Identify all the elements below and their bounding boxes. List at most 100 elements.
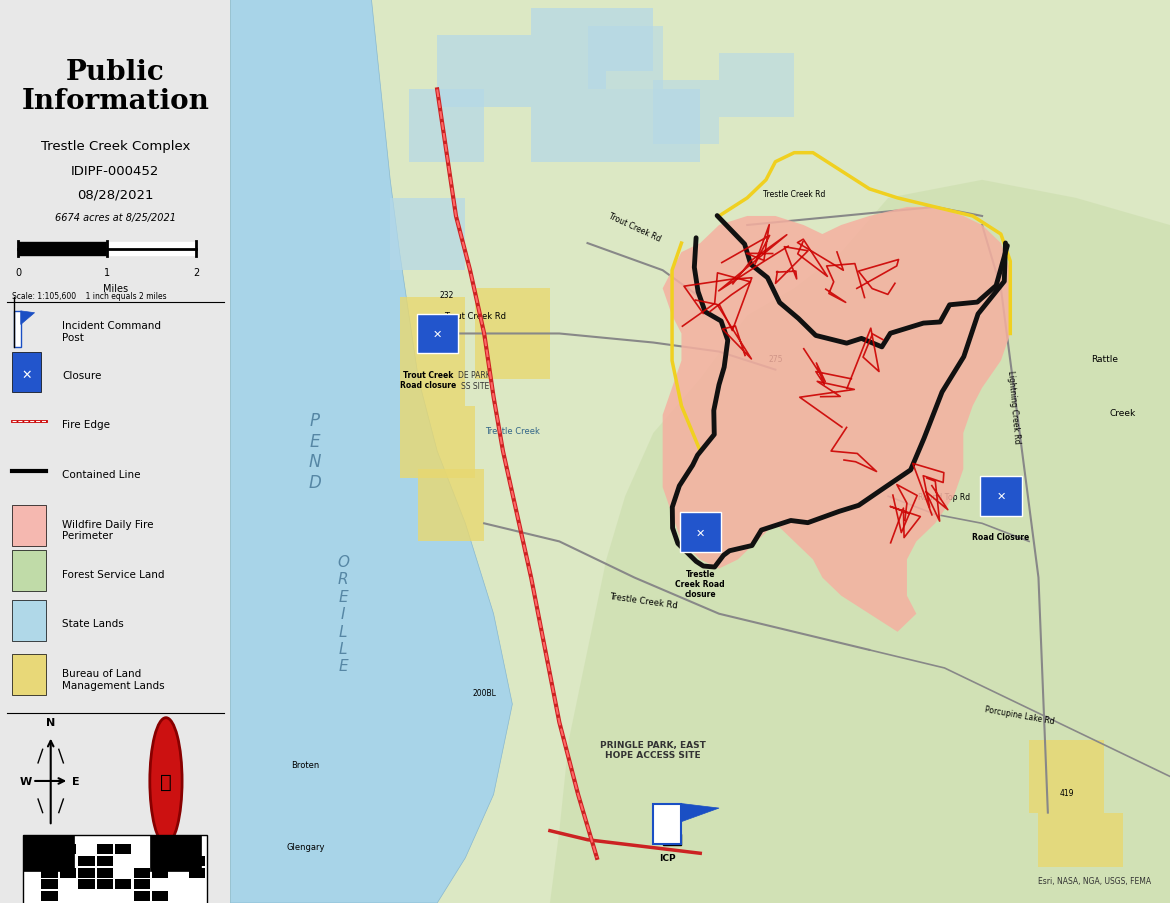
Polygon shape [417, 314, 457, 354]
Text: DE PARK
SS SITE: DE PARK SS SITE [459, 371, 491, 390]
Text: 2: 2 [193, 267, 199, 277]
Text: Wildfire Daily Fire
Perimeter: Wildfire Daily Fire Perimeter [62, 519, 153, 541]
Text: 200BL: 200BL [473, 688, 496, 697]
Polygon shape [531, 72, 606, 163]
Text: Bureau of Land
Management Lands: Bureau of Land Management Lands [62, 668, 165, 690]
Text: ✕: ✕ [433, 329, 442, 340]
Text: E: E [73, 776, 80, 787]
Polygon shape [152, 891, 168, 901]
Text: Creek: Creek [1110, 408, 1136, 417]
Polygon shape [14, 312, 21, 348]
Text: 🔥: 🔥 [160, 771, 172, 791]
Polygon shape [152, 880, 168, 889]
Polygon shape [680, 513, 721, 553]
Polygon shape [190, 868, 205, 878]
Polygon shape [720, 54, 794, 117]
Polygon shape [97, 856, 113, 866]
Polygon shape [115, 891, 131, 901]
Polygon shape [115, 880, 131, 889]
Polygon shape [190, 880, 205, 889]
Text: O
R
E
I
L
L
E: O R E I L L E [337, 554, 349, 674]
Text: Scale: 1:105,600    1 inch equals 2 miles: Scale: 1:105,600 1 inch equals 2 miles [12, 292, 166, 301]
Text: 6674 acres at 8/25/2021: 6674 acres at 8/25/2021 [55, 213, 176, 223]
Text: S: S [47, 834, 55, 845]
Text: Trestle Creek Rd: Trestle Creek Rd [610, 591, 679, 610]
Polygon shape [78, 891, 95, 901]
Text: Trout Creek Rd: Trout Creek Rd [607, 212, 662, 244]
Text: Contained Line: Contained Line [62, 470, 140, 479]
Text: Trestle Creek Rd: Trestle Creek Rd [763, 190, 825, 199]
Text: Road Closure: Road Closure [972, 533, 1030, 542]
Polygon shape [97, 891, 113, 901]
Text: ✕: ✕ [21, 368, 32, 381]
Polygon shape [12, 655, 46, 695]
Text: P
E
N
D: P E N D [309, 412, 322, 491]
Text: 08/28/2021: 08/28/2021 [77, 189, 153, 201]
Text: Round Top Rd: Round Top Rd [918, 492, 971, 501]
Polygon shape [60, 868, 76, 878]
Polygon shape [681, 804, 720, 822]
Text: Closure: Closure [62, 370, 102, 380]
Text: Glengary: Glengary [287, 842, 325, 851]
Polygon shape [23, 835, 207, 903]
Text: Public
Information: Public Information [21, 59, 209, 115]
Polygon shape [531, 9, 653, 72]
Circle shape [150, 718, 183, 844]
Polygon shape [23, 891, 39, 901]
Polygon shape [12, 352, 41, 393]
Polygon shape [541, 181, 1170, 903]
Text: 0: 0 [15, 267, 21, 277]
Polygon shape [12, 551, 46, 591]
Polygon shape [78, 844, 95, 854]
Polygon shape [171, 868, 187, 878]
Text: State Lands: State Lands [62, 619, 124, 628]
Text: Trestle Creek Complex: Trestle Creek Complex [41, 140, 190, 153]
Polygon shape [1039, 813, 1123, 867]
Text: IDIPF-000452: IDIPF-000452 [71, 164, 159, 177]
Text: Trestle
Creek Road
closure: Trestle Creek Road closure [675, 569, 725, 599]
Polygon shape [980, 477, 1021, 517]
Polygon shape [410, 90, 484, 163]
Text: Lightning Creek Rd: Lightning Creek Rd [1005, 369, 1021, 443]
Text: 419: 419 [1059, 787, 1074, 796]
Text: Trout Creek Rd: Trout Creek Rd [443, 312, 505, 321]
Polygon shape [133, 856, 150, 866]
Text: Trout Creek
Road closure: Trout Creek Road closure [400, 370, 456, 389]
Text: 200: 200 [665, 835, 680, 844]
Polygon shape [133, 891, 150, 901]
Text: 275: 275 [769, 354, 783, 363]
Polygon shape [587, 27, 662, 90]
Text: N: N [46, 717, 55, 728]
Text: Broten: Broten [291, 760, 319, 769]
Polygon shape [23, 835, 74, 871]
Polygon shape [230, 0, 1170, 903]
Text: Fire Edge: Fire Edge [62, 420, 110, 430]
Polygon shape [653, 804, 681, 844]
Polygon shape [419, 470, 484, 542]
Polygon shape [152, 856, 168, 866]
Polygon shape [12, 600, 46, 641]
Text: Esri, NASA, NGA, USGS, FEMA: Esri, NASA, NGA, USGS, FEMA [1038, 876, 1151, 885]
Polygon shape [23, 844, 39, 854]
Polygon shape [230, 0, 512, 903]
Polygon shape [150, 835, 200, 871]
Text: Porcupine Lake Rd: Porcupine Lake Rd [984, 704, 1055, 725]
Polygon shape [23, 880, 39, 889]
Text: Rattle: Rattle [1090, 354, 1117, 363]
Polygon shape [400, 298, 466, 406]
Polygon shape [400, 406, 475, 479]
Text: PRINGLE PARK, EAST
HOPE ACCESS SITE: PRINGLE PARK, EAST HOPE ACCESS SITE [600, 740, 707, 759]
Text: 232: 232 [440, 291, 454, 300]
Polygon shape [662, 208, 1010, 632]
Text: ✕: ✕ [695, 527, 706, 538]
Polygon shape [1030, 740, 1104, 813]
Polygon shape [60, 880, 76, 889]
Text: 1: 1 [104, 267, 110, 277]
Polygon shape [190, 844, 205, 854]
Polygon shape [391, 199, 466, 271]
Text: Forest Service Land: Forest Service Land [62, 569, 165, 579]
Polygon shape [653, 81, 720, 144]
Text: Trestle Creek: Trestle Creek [484, 426, 539, 435]
Text: ✕: ✕ [996, 491, 1005, 502]
Polygon shape [606, 90, 700, 163]
